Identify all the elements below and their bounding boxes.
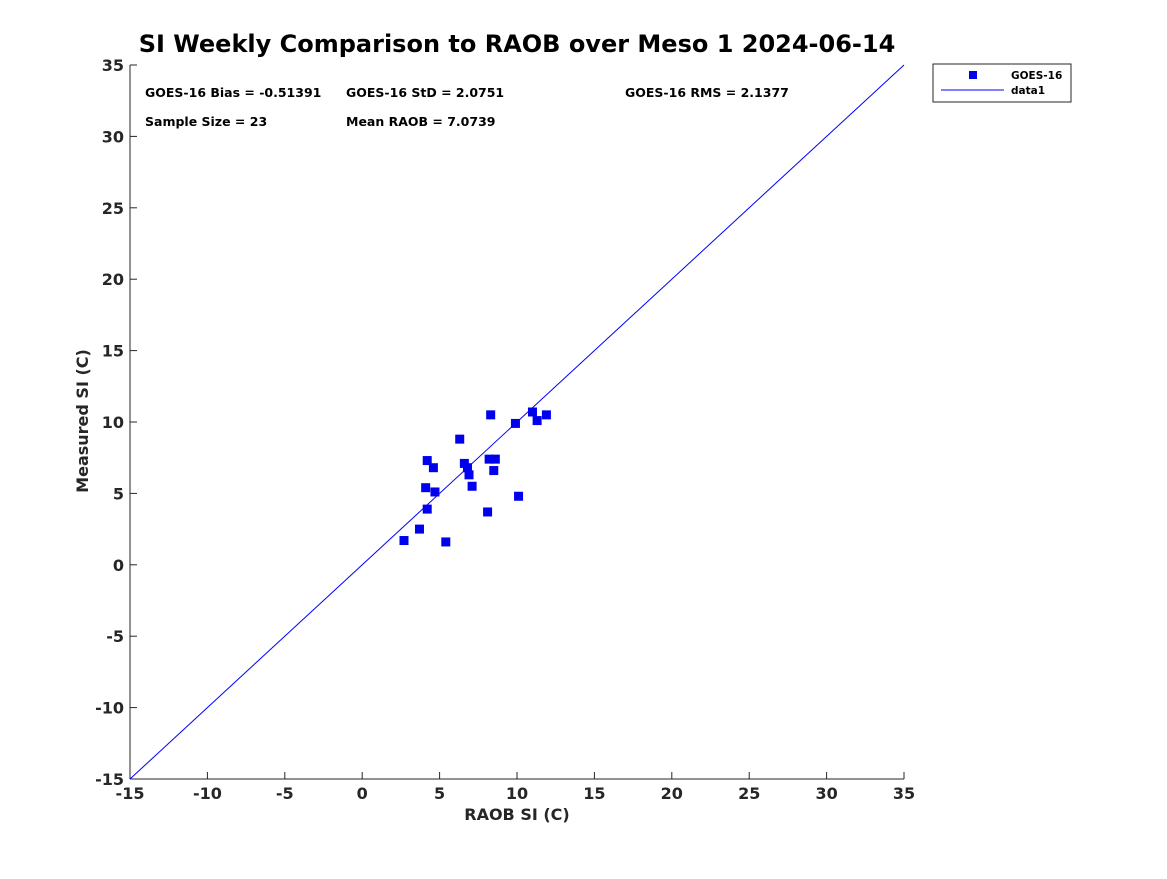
y-tick-label: 10 bbox=[102, 413, 124, 432]
data-point bbox=[462, 463, 472, 473]
y-tick-label: 35 bbox=[102, 56, 124, 75]
y-tick-label: 15 bbox=[102, 342, 124, 361]
data-point bbox=[514, 491, 524, 501]
y-tick-label: 30 bbox=[102, 127, 124, 146]
data-point bbox=[455, 434, 465, 444]
bias-annotation: GOES-16 Bias = -0.51391 bbox=[145, 85, 321, 100]
data-point bbox=[464, 470, 474, 480]
legend: GOES-16 data1 bbox=[932, 63, 1072, 103]
data-point bbox=[467, 481, 477, 491]
legend-marker-goes16 bbox=[969, 71, 977, 79]
legend-label-data1: data1 bbox=[1011, 85, 1045, 97]
data-point bbox=[414, 524, 424, 534]
y-tick-label: 25 bbox=[102, 199, 124, 218]
x-tick-label: 20 bbox=[661, 784, 683, 803]
y-tick-label: -10 bbox=[95, 699, 124, 718]
x-axis-label: RAOB SI (C) bbox=[464, 805, 569, 824]
x-tick-label: 10 bbox=[506, 784, 528, 803]
legend-box bbox=[932, 63, 1072, 103]
y-tick-label: 0 bbox=[113, 556, 124, 575]
x-tick-label: -5 bbox=[276, 784, 294, 803]
data-point bbox=[527, 407, 537, 417]
data-point bbox=[489, 466, 499, 476]
data-point bbox=[422, 504, 432, 514]
data-point bbox=[510, 418, 520, 428]
data-point bbox=[484, 454, 494, 464]
x-tick-label: 35 bbox=[893, 784, 915, 803]
data-point bbox=[532, 416, 542, 426]
std-annotation: GOES-16 StD = 2.0751 bbox=[346, 85, 504, 100]
plot-area: -15 -10 -5 0 5 10 15 20 25 30 35 -15 -10 -5 0 5 10 15 20 25… bbox=[95, 56, 915, 803]
x-tick-label: 15 bbox=[583, 784, 605, 803]
data-point bbox=[441, 537, 451, 547]
mean-raob-annotation: Mean RAOB = 7.0739 bbox=[346, 114, 495, 129]
data-point bbox=[422, 456, 432, 466]
data-point bbox=[541, 410, 551, 420]
data-point bbox=[486, 410, 496, 420]
y-tick-label: -5 bbox=[106, 627, 124, 646]
data-point bbox=[483, 507, 493, 517]
data-point bbox=[428, 463, 438, 473]
sample-size-annotation: Sample Size = 23 bbox=[145, 114, 267, 129]
x-tick-label: 25 bbox=[738, 784, 760, 803]
data-point bbox=[490, 454, 500, 464]
y-tick-label: -15 bbox=[95, 770, 124, 789]
y-tick-label: 5 bbox=[113, 484, 124, 503]
data-point bbox=[399, 536, 409, 546]
x-tick-label: 0 bbox=[357, 784, 368, 803]
rms-annotation: GOES-16 RMS = 2.1377 bbox=[625, 85, 789, 100]
y-axis-label: Measured SI (C) bbox=[73, 349, 92, 493]
data-point bbox=[430, 487, 440, 497]
chart-title: SI Weekly Comparison to RAOB over Meso 1… bbox=[139, 30, 896, 58]
data-point bbox=[421, 483, 431, 493]
legend-label-goes16: GOES-16 bbox=[1011, 70, 1062, 82]
y-tick-label: 20 bbox=[102, 270, 124, 289]
x-tick-label: 5 bbox=[434, 784, 445, 803]
x-tick-label: -10 bbox=[193, 784, 222, 803]
x-tick-label: 30 bbox=[815, 784, 837, 803]
x-tick-label: -15 bbox=[116, 784, 145, 803]
